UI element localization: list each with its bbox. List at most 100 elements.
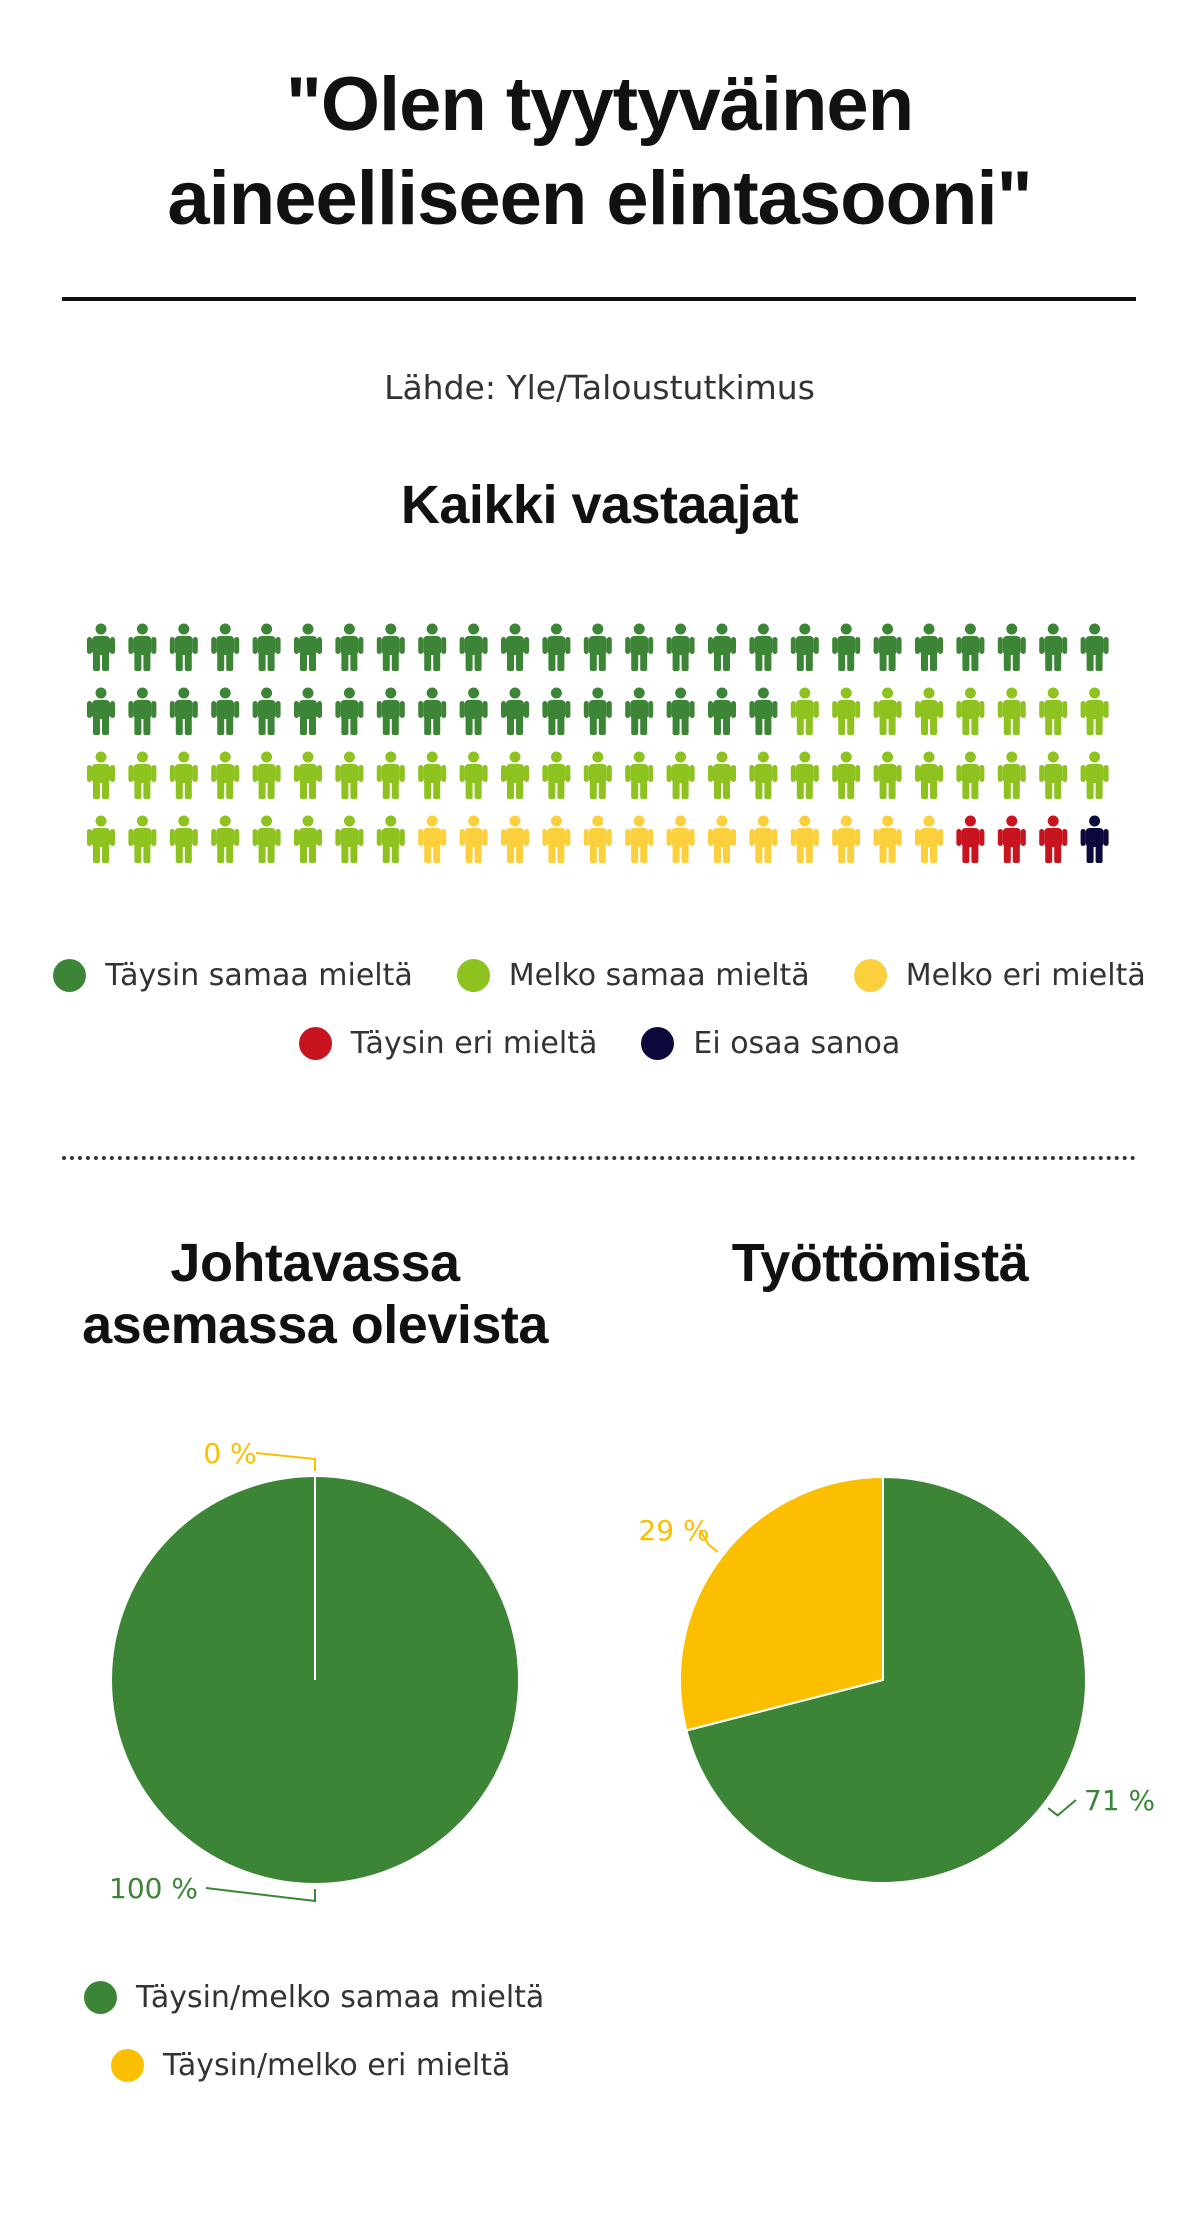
waffle-person-icon [832,751,861,799]
waffle-person-icon [335,687,364,735]
waffle-person-icon [128,815,157,863]
legend-swatch [111,2049,144,2082]
waffle-person-icon [997,623,1026,671]
waffle-person-icon [749,751,778,799]
waffle-person-icon [87,687,115,735]
waffle-person-icon [459,623,488,671]
waffle-person-icon [501,815,529,863]
waffle-person-icon [1039,623,1068,671]
unemployed-pie-leader-line [1047,1799,1077,1817]
waffle-person-icon [501,623,529,671]
legend-swatch [853,959,887,992]
waffle-person-icon [749,815,778,863]
waffle-person-icon [873,623,902,671]
waffle-person-icon [1039,687,1068,735]
waffle-person-icon [708,623,736,671]
waffle-person-icon [459,815,488,863]
waffle-person-icon [790,751,819,799]
legend-item-melko-eri: Melko eri mieltä [853,958,1146,993]
waffle-person-icon [832,687,861,735]
waffle-person-icon [1039,751,1068,799]
waffle-person-icon [666,623,695,671]
waffle-person-icon [376,751,405,799]
waffle-person-icon [418,687,447,735]
waffle-person-icon [749,687,778,735]
waffle-person-icon [294,815,322,863]
waffle-person-icon [376,815,405,863]
waffle-person-icon [708,687,736,735]
unemployed-pie-leader-line [699,1529,719,1553]
waffle-person-icon [997,815,1026,863]
legend-swatch [53,959,87,992]
waffle-person-icon [418,623,447,671]
waffle-person-icon [87,751,115,799]
waffle-person-icon [376,623,405,671]
waffle-person-icon [418,751,447,799]
managers-pie-title: Johtavassa asemassa olevista [82,1233,548,1355]
waffle-person-icon [418,815,447,863]
section-divider [62,1156,1136,1160]
waffle-person-icon [583,815,612,863]
unemployed-pie-slice [685,1475,1087,1884]
title-line-1: "Olen tyytyväinen [285,62,914,147]
waffle-person-icon [252,687,281,735]
waffle-person-icon [790,815,819,863]
waffle-person-icon [956,815,985,863]
waffle-person-icon [956,623,985,671]
waffle-person-icon [625,815,654,863]
legend-label: Täysin eri mieltä [350,1026,598,1061]
legend-all-row-1: Täysin samaa mieltä Melko samaa mieltä M… [0,958,1199,993]
waffle-person-icon [873,751,902,799]
waffle-person-icon [915,815,943,863]
legend-label: Täysin samaa mieltä [105,958,413,993]
waffle-person-icon [956,687,985,735]
managers-pie-leader-line [255,1452,316,1471]
legend-all-row-2: Täysin eri mieltä Ei osaa sanoa [0,1026,1199,1061]
waffle-person-icon [376,687,405,735]
managers-pie-leader-line [205,1887,316,1903]
waffle-person-icon [1080,623,1109,671]
waffle-person-icon [1039,815,1068,863]
waffle-person-icon [873,815,902,863]
waffle-person-icon [832,623,861,671]
waffle-person-icon [294,687,322,735]
legend-item-melko-samaa: Melko samaa mieltä [456,958,810,993]
waffle-person-icon [542,751,571,799]
waffle-person-icon [790,623,819,671]
unemployed-pie-title: Työttömistä [731,1233,1029,1293]
unemployed-pie-data-label: 29 % [638,1514,709,1547]
legend-label: Täysin/melko samaa mieltä [136,1980,545,2015]
waffle-chart [87,623,1109,863]
legend-item-ei-osaa: Ei osaa sanoa [641,1026,900,1061]
waffle-person-icon [666,687,695,735]
waffle-person-icon [169,623,198,671]
waffle-person-icon [915,623,943,671]
waffle-person-icon [501,687,529,735]
waffle-person-icon [128,623,157,671]
legend-item-disagree: Täysin/melko eri mieltä [111,2048,510,2083]
waffle-person-icon [252,815,281,863]
waffle-person-icon [625,751,654,799]
waffle-person-icon [335,623,364,671]
title-divider [62,297,1136,301]
waffle-person-icon [87,623,115,671]
waffle-person-icon [1080,815,1109,863]
waffle-person-icon [1080,751,1109,799]
unemployed-pie-data-label: 71 % [1084,1784,1155,1817]
waffle-person-icon [625,687,654,735]
waffle-person-icon [997,687,1026,735]
waffle-person-icon [749,623,778,671]
page-title: "Olen tyytyväinen aineelliseen elintasoo… [0,58,1199,246]
legend-label: Täysin/melko eri mieltä [163,2048,511,2083]
waffle-person-icon [873,687,902,735]
legend-item-agree: Täysin/melko samaa mieltä [84,1980,544,2015]
waffle-person-icon [625,623,654,671]
legend-swatch [84,1981,117,2014]
waffle-person-icon [211,687,240,735]
waffle-person-icon [211,623,240,671]
unemployed-pie-slice [679,1475,884,1732]
waffle-person-icon [501,751,529,799]
legend-item-taysin-eri: Täysin eri mieltä [298,1026,598,1061]
managers-pie-data-label: 0 % [203,1437,256,1470]
waffle-person-icon [211,815,240,863]
